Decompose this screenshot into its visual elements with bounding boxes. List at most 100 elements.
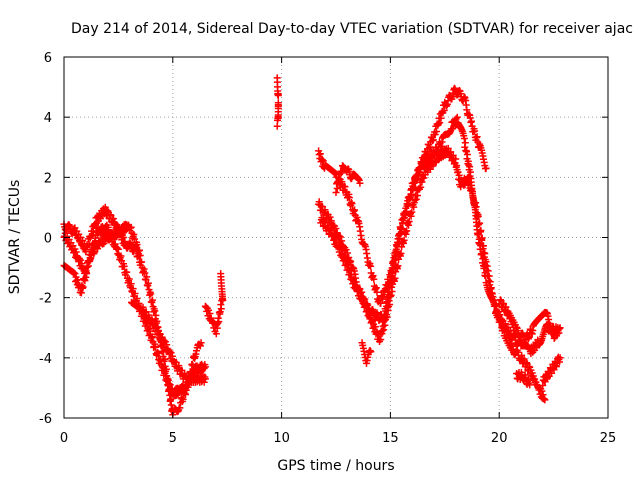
data-point (201, 363, 209, 371)
data-point (189, 362, 197, 370)
data-point (319, 157, 327, 165)
data-point (387, 291, 395, 299)
data-point (88, 231, 96, 239)
data-point (454, 168, 462, 176)
data-point (161, 338, 169, 346)
data-point (326, 213, 334, 221)
data-point (367, 262, 375, 270)
data-point (217, 270, 225, 278)
data-point (81, 277, 89, 285)
data-point (417, 183, 425, 191)
data-point (471, 127, 479, 135)
data-point (370, 275, 378, 283)
data-point (460, 135, 468, 142)
ticks: 0 5 10 15 20 25 -6 -4 -2 0 2 4 6 (39, 51, 616, 446)
data-point (433, 128, 440, 135)
series-track-j (317, 144, 549, 404)
data-point (405, 218, 413, 225)
chart-title: Day 214 of 2014, Sidereal Day-to-day VTE… (71, 21, 633, 37)
data-point (486, 278, 494, 286)
data-point (469, 188, 476, 196)
data-point (388, 271, 396, 279)
y-tick-label: -4 (39, 352, 52, 367)
data-point (478, 234, 486, 242)
data-point (497, 317, 505, 325)
data-point (71, 270, 79, 278)
data-point (360, 296, 368, 303)
data-point (120, 262, 128, 270)
data-point (136, 252, 144, 259)
data-point (336, 233, 344, 241)
y-tick-label: 6 (44, 51, 52, 66)
data-point (476, 219, 484, 227)
x-tick-label: 0 (60, 431, 68, 446)
data-point (152, 343, 159, 351)
data-point (356, 179, 364, 187)
series-track-e (201, 270, 227, 338)
x-axis-label: GPS time / hours (277, 458, 394, 474)
data-point (452, 155, 460, 163)
data-point (345, 194, 353, 202)
data-point (123, 268, 131, 276)
data-point (332, 234, 339, 242)
data-point (147, 290, 155, 298)
data-point (482, 164, 490, 172)
data-point (149, 296, 156, 304)
series-track-n (539, 353, 564, 389)
data-point (356, 289, 364, 297)
y-axis-label: SDTVAR / TECUs (7, 180, 23, 295)
data-point (368, 316, 376, 324)
data-point (526, 381, 534, 389)
data-point (492, 301, 499, 309)
data-point (72, 248, 80, 256)
data-point (131, 290, 139, 297)
data-point (127, 280, 135, 288)
data-point (205, 306, 213, 314)
data-point (154, 349, 162, 357)
data-point (143, 273, 151, 281)
data-point (332, 189, 340, 196)
data-point (373, 288, 381, 296)
data-point (121, 228, 129, 235)
data-point (274, 92, 282, 99)
data-point (386, 301, 394, 308)
data-point (397, 249, 405, 257)
series-track-d (128, 298, 209, 386)
data-point (485, 272, 493, 280)
data-point (379, 295, 387, 303)
data-point (161, 355, 169, 363)
y-tick-label: 0 (44, 232, 52, 247)
data-point (403, 227, 411, 235)
data-point (85, 240, 93, 248)
data-point (79, 283, 87, 291)
x-tick-label: 5 (169, 431, 177, 446)
x-tick-label: 10 (273, 431, 290, 446)
data-point (556, 354, 564, 362)
data-point (114, 245, 122, 253)
data-point (472, 203, 480, 211)
data-point (383, 313, 391, 321)
x-tick-label: 25 (600, 431, 617, 446)
data-point (151, 307, 159, 315)
data-point (414, 192, 421, 199)
data-point (201, 375, 209, 383)
data-point (351, 278, 359, 286)
data-point (74, 276, 82, 284)
data-point (394, 262, 402, 270)
y-tick-label: 2 (44, 171, 52, 186)
data-point (333, 185, 341, 192)
data-point (133, 241, 141, 248)
data-point (482, 258, 490, 266)
data-point (164, 375, 172, 383)
data-point (541, 396, 549, 404)
data-point (167, 395, 175, 403)
y-tick-label: -6 (39, 412, 52, 427)
data-point (144, 279, 152, 287)
data-point (215, 318, 223, 326)
data-point (477, 227, 485, 234)
data-point (412, 195, 420, 203)
data-point (206, 310, 214, 317)
data-point (461, 139, 469, 147)
data-point (367, 348, 375, 356)
data-point (348, 200, 356, 207)
